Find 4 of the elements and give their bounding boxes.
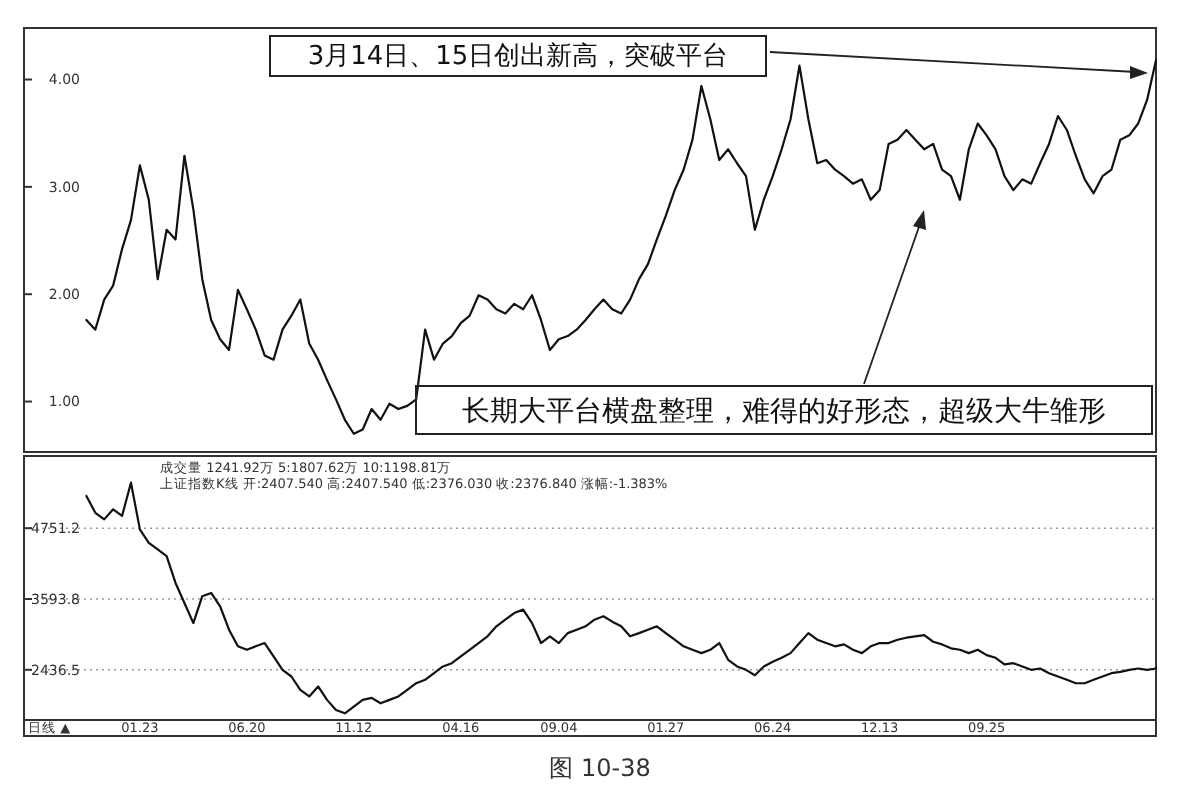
annotation: 3月14日、15日创出新高，突破平台 [307,40,729,72]
line-series [85,481,1158,715]
caption: 图 10-38 [549,754,651,782]
annotation: 长期大平台横盘整理，难得的好形态，超级大牛雏形 [462,396,1106,428]
